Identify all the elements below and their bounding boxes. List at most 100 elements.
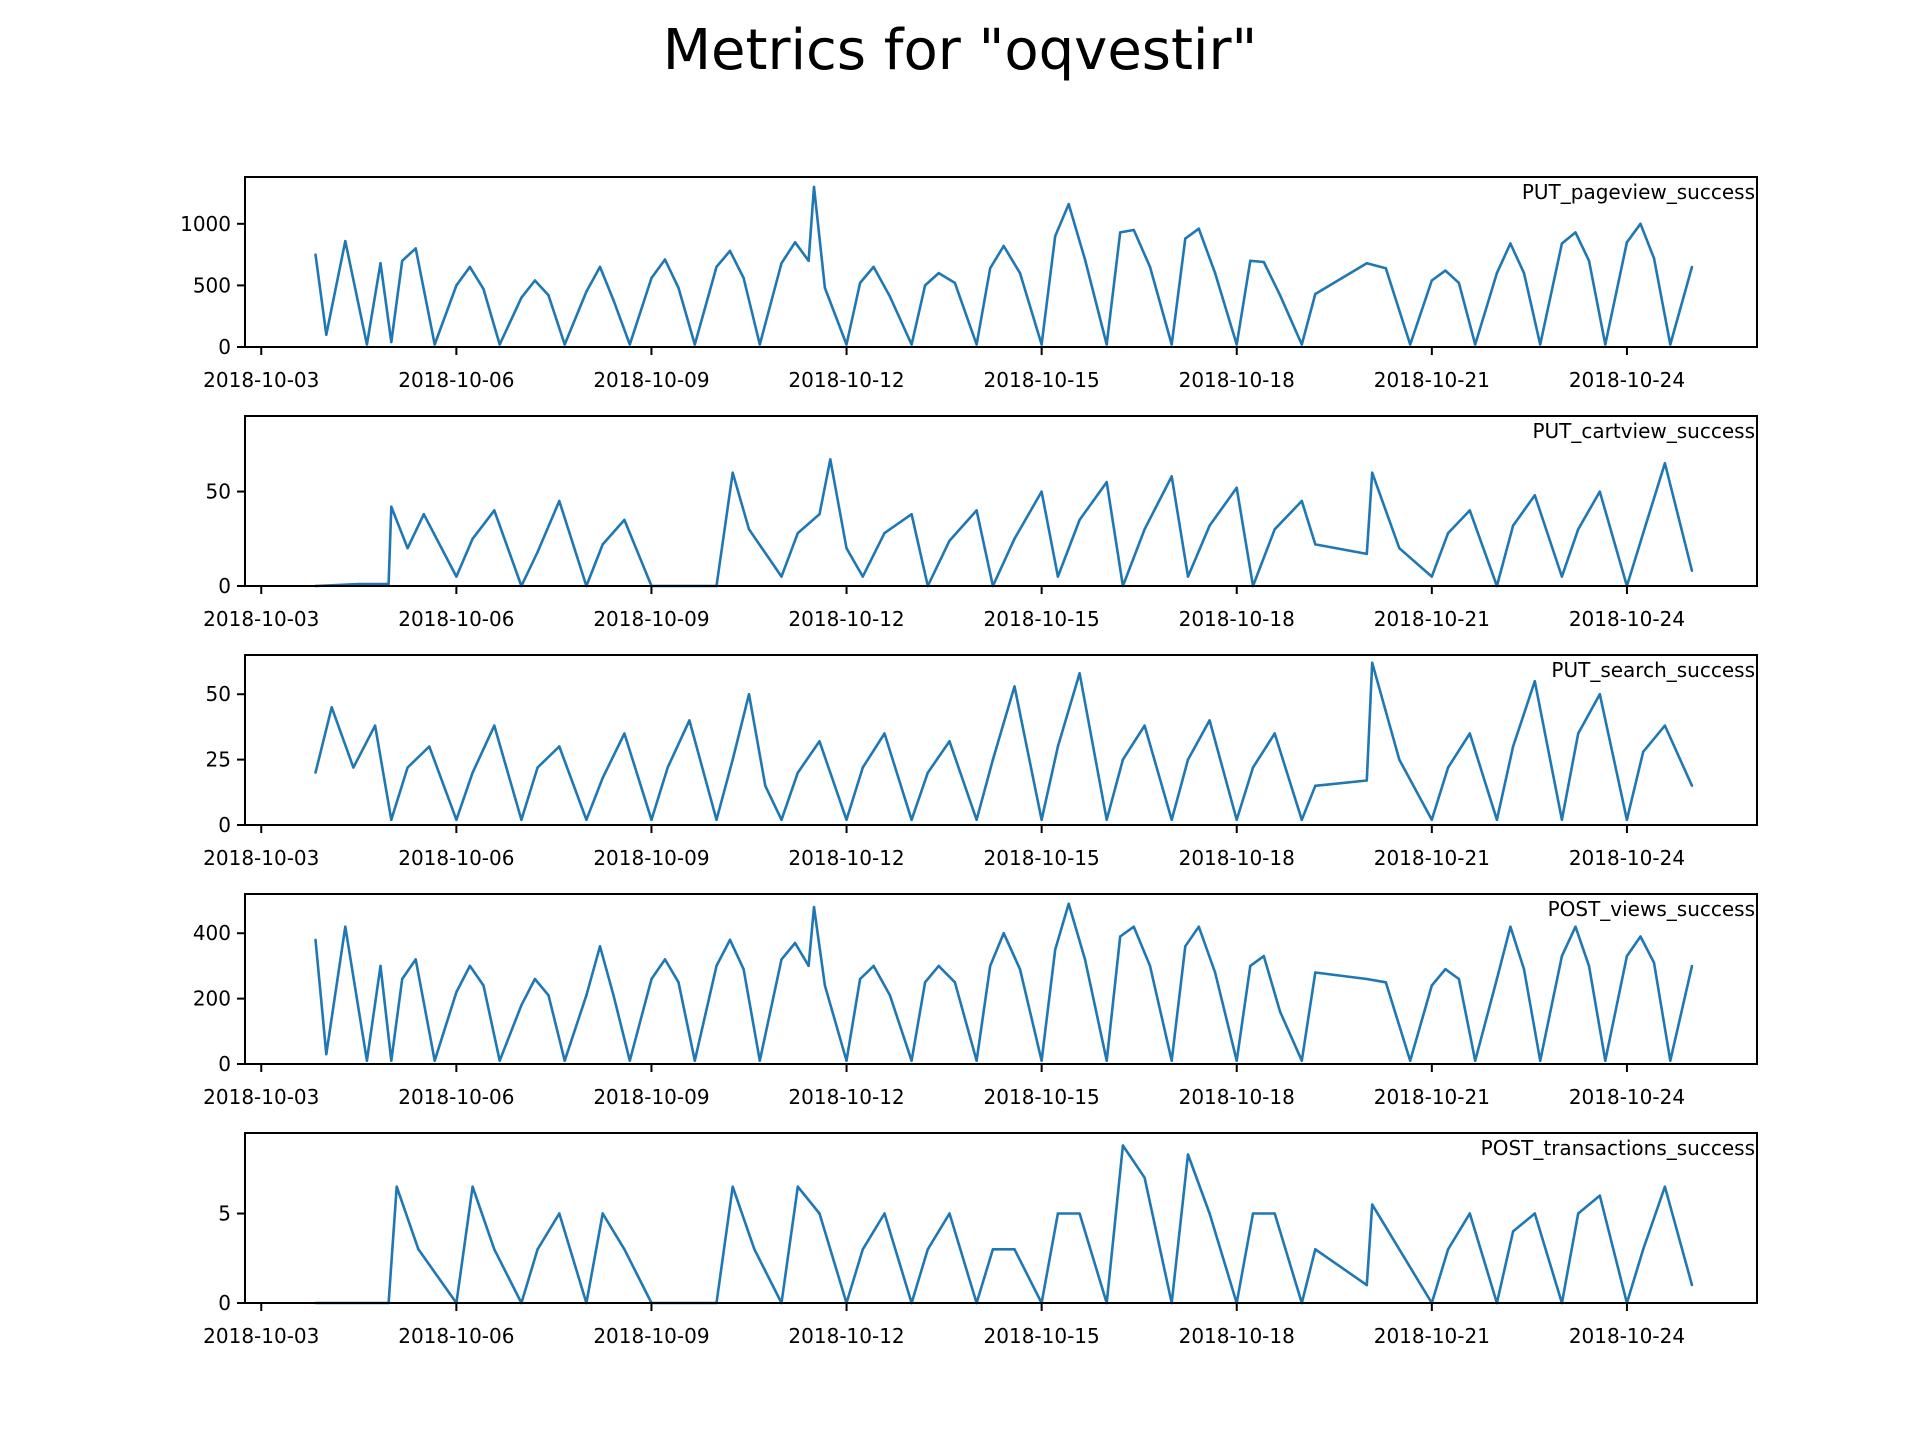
data-point [937, 964, 940, 968]
data-point [1574, 925, 1577, 928]
x-tick-label: 2018-10-18 [1179, 1324, 1295, 1348]
x-tick-label: 2018-10-18 [1179, 368, 1295, 392]
data-point [482, 984, 485, 987]
data-point [764, 784, 767, 787]
x-tick-label: 2018-10-12 [788, 368, 904, 392]
data-point [731, 758, 734, 761]
data-point [1522, 271, 1526, 275]
data-point [1083, 958, 1087, 961]
data-point [1468, 1212, 1472, 1215]
data-point [498, 1059, 501, 1062]
data-point [1143, 1176, 1146, 1179]
data-point [872, 964, 875, 968]
data-point [1314, 292, 1317, 296]
data-point [747, 693, 751, 696]
data-point [357, 582, 360, 586]
data-point [1690, 569, 1694, 573]
x-tick-label: 2018-10-06 [398, 846, 514, 870]
data-point [1663, 462, 1667, 465]
x-tick-label: 2018-10-18 [1179, 846, 1295, 870]
data-point [1468, 509, 1472, 512]
data-point [953, 281, 957, 285]
data-point [948, 740, 951, 743]
data-point [325, 333, 328, 336]
data-point [1273, 732, 1276, 735]
data-point [1560, 954, 1564, 958]
data-point [1509, 242, 1512, 245]
data-point [1002, 244, 1005, 248]
data-point [650, 276, 653, 280]
data-point [1669, 1059, 1672, 1062]
data-point [379, 262, 382, 265]
x-tick-label: 2018-10-09 [593, 368, 709, 392]
data-point [365, 343, 369, 346]
data-point [455, 990, 458, 994]
data-point [390, 818, 393, 821]
data-point [1067, 202, 1070, 206]
data-point [1574, 231, 1577, 234]
data-point [1186, 758, 1190, 761]
data-point [563, 1059, 566, 1062]
data-point [1078, 518, 1081, 522]
data-point [1509, 925, 1512, 928]
y-tick-label: 1000 [180, 212, 231, 236]
data-point [585, 290, 588, 293]
data-point [1186, 575, 1190, 578]
data-point [1018, 271, 1022, 275]
series-line [314, 661, 1694, 822]
data-point [1587, 964, 1591, 968]
data-point [1054, 234, 1057, 238]
data-point [1690, 1283, 1694, 1287]
data-point [498, 343, 501, 346]
subplot-4: POST_views_success 0 200 400 2018-10-03 2018-… [193, 893, 1758, 1109]
data-point [1384, 981, 1388, 984]
x-tick-label: 2018-10-15 [984, 846, 1100, 870]
data-point [1604, 343, 1607, 346]
data-point [493, 724, 496, 727]
data-point [493, 509, 496, 512]
data-point [1132, 228, 1136, 232]
data-point [598, 945, 602, 948]
data-point [823, 984, 827, 987]
data-point [365, 1059, 369, 1062]
data-point [858, 977, 862, 981]
data-point [975, 343, 978, 346]
data-point [1105, 343, 1108, 346]
data-point [1040, 343, 1043, 346]
data-point [623, 1248, 626, 1251]
data-point [1446, 766, 1450, 769]
data-point [1067, 902, 1070, 905]
data-point [1642, 531, 1645, 535]
data-point [1533, 1212, 1537, 1215]
data-point [1278, 1010, 1282, 1013]
x-tick-label: 2018-10-24 [1569, 1085, 1685, 1109]
x-tick-label: 2018-10-12 [788, 607, 904, 631]
x-tick-label: 2018-10-24 [1569, 1324, 1685, 1348]
series-line [314, 902, 1694, 1062]
data-point [728, 249, 732, 253]
series-line [315, 458, 1694, 588]
x-tick-label: 2018-10-24 [1569, 846, 1685, 870]
data-point [796, 1185, 799, 1188]
data-point [1148, 964, 1152, 968]
x-tick-label: 2018-10-15 [984, 1085, 1100, 1109]
data-point [395, 1185, 398, 1188]
data-point [1577, 528, 1580, 531]
data-point [818, 1212, 821, 1215]
data-point [1148, 265, 1152, 269]
data-point [1105, 818, 1108, 821]
data-point [1056, 745, 1060, 748]
y-tick-label: 0 [218, 1052, 231, 1076]
data-point [1213, 971, 1217, 974]
data-point [796, 531, 799, 535]
data-point [1398, 758, 1401, 761]
data-point [883, 732, 886, 735]
data-point [1365, 779, 1369, 782]
data-point [1533, 680, 1537, 683]
data-point [1040, 1059, 1043, 1062]
data-point [1430, 984, 1434, 987]
data-point [401, 977, 404, 981]
data-point [1273, 1212, 1276, 1215]
x-tick-label: 2018-10-03 [203, 368, 319, 392]
